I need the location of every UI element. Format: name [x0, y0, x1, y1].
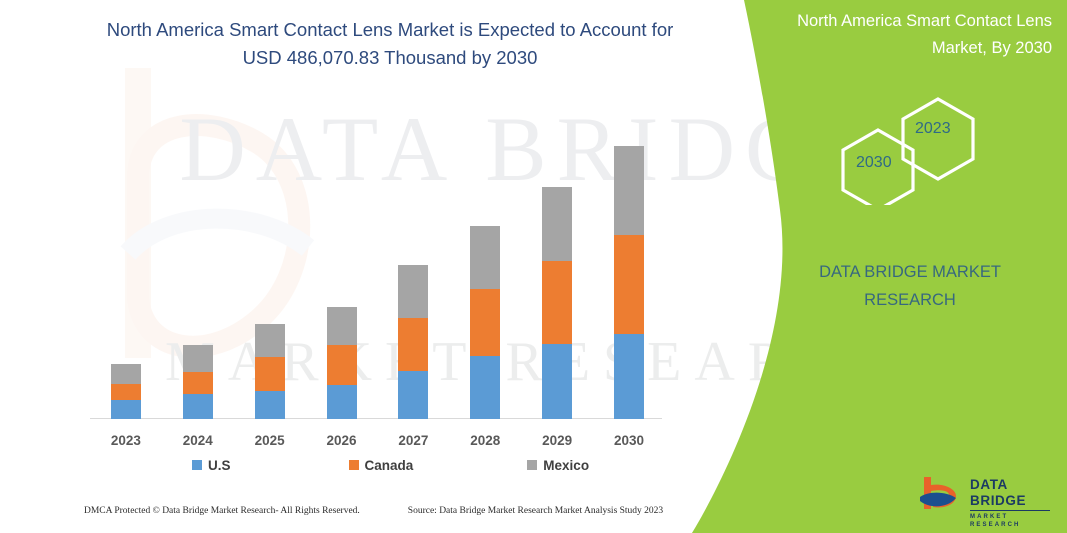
stacked-bar-2026	[326, 306, 357, 419]
stacked-bar-2024	[182, 345, 213, 419]
bar-segment-us	[110, 400, 141, 419]
stacked-bar-2025	[254, 324, 285, 419]
logo-text-block: DATA BRIDGE MARKET RESEARCH	[970, 477, 1053, 529]
bar-column	[167, 130, 229, 419]
bar-segment-mexico	[182, 345, 213, 372]
panel-brand-line-2: RESEARCH	[864, 291, 956, 309]
chart-x-axis-line	[90, 418, 662, 419]
x-axis-tick-2027: 2027	[398, 432, 429, 448]
footer: DMCA Protected © Data Bridge Market Rese…	[84, 506, 684, 522]
hexagon-label-2030: 2030	[856, 154, 892, 171]
legend-label: Canada	[364, 457, 414, 473]
footer-source: Source: Data Bridge Market Research Mark…	[407, 506, 664, 516]
legend-label: U.S	[208, 457, 231, 473]
footer-copyright: DMCA Protected © Data Bridge Market Rese…	[84, 506, 360, 516]
bar-segment-us	[182, 393, 213, 419]
hexagon-group: 2030 2023	[830, 95, 1000, 212]
data-bridge-logo: DATA BRIDGE MARKET RESEARCH	[918, 475, 1053, 528]
legend-item-us[interactable]: U.S	[192, 458, 231, 473]
bar-segment-mexico	[470, 225, 501, 289]
bar-segment-us	[254, 390, 285, 419]
panel-title-line-2: Market, By 2030	[931, 39, 1052, 57]
bar-segment-us	[398, 370, 429, 419]
panel-title-line-1: North America Smart Contact Lens	[797, 12, 1052, 30]
bar-segment-mexico	[254, 324, 285, 358]
chart-pane: North America Smart Contact Lens Market …	[84, 19, 684, 522]
bar-segment-canada	[254, 357, 285, 391]
bar-segment-canada	[398, 318, 429, 371]
bar-column	[526, 130, 588, 419]
bar-segment-us	[326, 385, 357, 419]
bar-column	[95, 130, 157, 419]
legend-swatch-icon	[192, 460, 202, 470]
bar-segment-us	[614, 333, 645, 419]
stacked-bar-2029	[542, 186, 573, 419]
bar-column	[382, 130, 444, 419]
x-axis-tick-2029: 2029	[542, 432, 573, 448]
hexagon-label-2023: 2023	[915, 120, 951, 137]
bar-segment-canada	[182, 371, 213, 394]
stacked-bar-2030	[614, 145, 645, 419]
logo-title: DATA BRIDGE	[970, 477, 1027, 508]
bar-column	[454, 130, 516, 419]
bar-segment-canada	[470, 288, 501, 356]
bar-segment-mexico	[542, 186, 573, 262]
stacked-bar-2023	[110, 364, 141, 419]
stacked-bar-2028	[470, 225, 501, 419]
legend-swatch-icon	[348, 460, 359, 470]
bar-segment-us	[542, 344, 573, 419]
data-bridge-logo-mark-icon	[920, 477, 956, 509]
hexagon-outlines-icon	[841, 97, 975, 212]
panel-brand-text: DATA BRIDGE MARKET RESEARCH	[790, 258, 1030, 314]
panel-brand-line-1: DATA BRIDGE MARKET	[819, 263, 1001, 281]
chart-title: North America Smart Contact Lens Market …	[106, 19, 674, 68]
bar-segment-canada	[542, 261, 573, 345]
x-axis-tick-2030: 2030	[614, 432, 645, 448]
x-axis-tick-2024: 2024	[182, 432, 213, 448]
legend-item-canada[interactable]: Canada	[348, 457, 414, 473]
chart-bars	[90, 130, 665, 419]
logo-divider	[970, 510, 1050, 511]
chart-x-axis-labels: 2023 2024 2025 2026 2027 2028 2029 2030	[90, 428, 665, 452]
x-axis-tick-2028: 2028	[470, 432, 501, 448]
bar-segment-mexico	[326, 306, 357, 346]
bar-segment-canada	[326, 345, 357, 386]
x-axis-tick-2023: 2023	[110, 432, 141, 448]
legend-swatch-icon	[527, 460, 538, 470]
bar-column	[598, 130, 660, 419]
logo-subtitle: MARKET RESEARCH	[970, 514, 1021, 528]
chart-legend: U.S Canada Mexico	[90, 453, 665, 477]
bar-segment-canada	[110, 384, 141, 401]
bar-segment-canada	[614, 235, 645, 334]
stacked-bar-2027	[398, 264, 429, 419]
bar-column	[239, 130, 301, 419]
bar-segment-us	[470, 355, 501, 419]
x-axis-tick-2026: 2026	[326, 432, 357, 448]
bar-segment-mexico	[614, 145, 645, 236]
bar-segment-mexico	[110, 364, 141, 385]
legend-item-mexico[interactable]: Mexico	[527, 458, 589, 473]
panel-title: North America Smart Contact Lens Market,…	[757, 8, 1052, 62]
bar-column	[311, 130, 373, 419]
bar-segment-mexico	[398, 264, 429, 319]
x-axis-tick-2025: 2025	[254, 432, 285, 448]
legend-label: Mexico	[543, 457, 590, 473]
